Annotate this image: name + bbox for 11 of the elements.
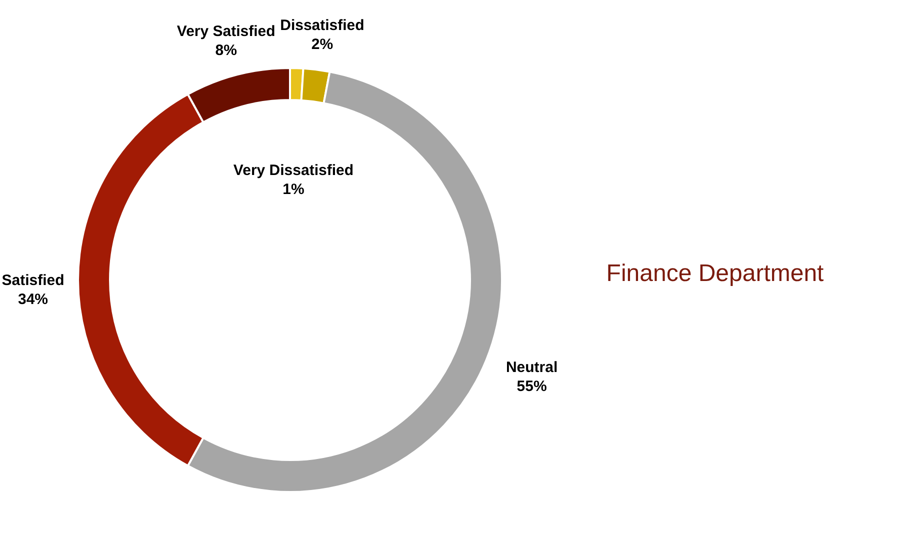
slice-label: Very Satisfied — [176, 23, 276, 40]
slice-label: Very Dissatisfied — [233, 162, 354, 180]
data-label: 2% — [311, 36, 334, 54]
text: Finance Department — [606, 260, 824, 287]
slice-label: Satisfied — [2, 272, 64, 289]
data-label: 55% — [516, 378, 547, 396]
slice-label: Neutral — [506, 359, 558, 376]
data-label: 8% — [215, 42, 237, 60]
data-label: 34% — [18, 291, 48, 308]
data-label: 1% — [282, 181, 304, 198]
slice-label: Dissatisfied — [280, 17, 364, 34]
